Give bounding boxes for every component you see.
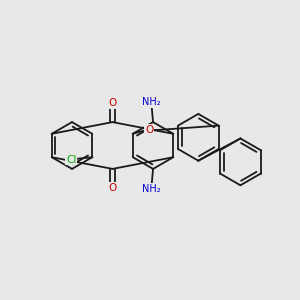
Text: NH₂: NH₂ — [142, 184, 161, 194]
Text: O: O — [145, 125, 153, 135]
Text: Cl: Cl — [66, 154, 76, 164]
Text: O: O — [108, 98, 117, 108]
Text: O: O — [108, 183, 117, 193]
Text: NH₂: NH₂ — [142, 97, 161, 107]
